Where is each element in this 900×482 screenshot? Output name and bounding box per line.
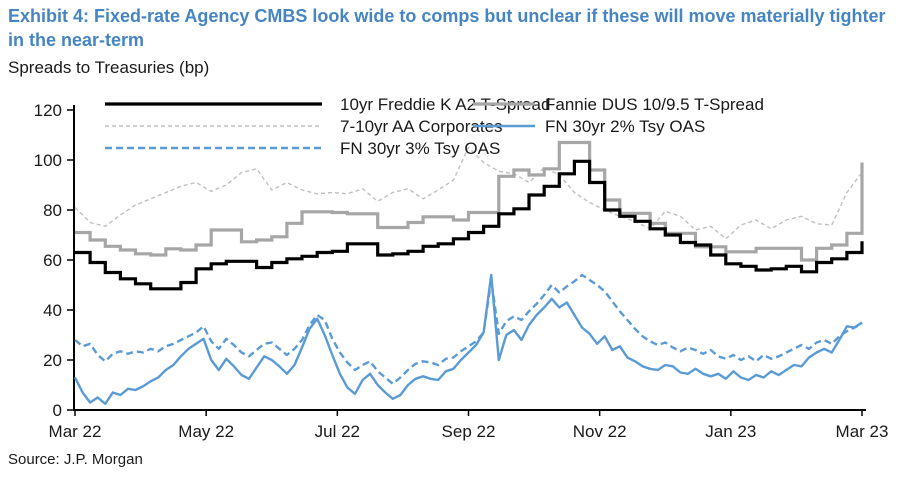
series-line-1 (75, 140, 864, 262)
y-tick-label: 60 (43, 251, 62, 270)
exhibit-title: Exhibit 4: Fixed-rate Agency CMBS look w… (8, 6, 886, 50)
y-tick-label: 120 (34, 101, 62, 120)
legend-label: FN 30yr 3% Tsy OAS (340, 139, 500, 158)
x-tick-label: Nov 22 (573, 422, 627, 441)
y-tick-label: 80 (43, 201, 62, 220)
x-tick-label: Mar 22 (49, 422, 102, 441)
series-line-4 (73, 273, 863, 405)
y-axis-caption: Spreads to Treasuries (bp) (8, 58, 210, 77)
legend-label: Fannie DUS 10/9.5 T-Spread (545, 95, 764, 114)
x-tick-label: Jan 23 (705, 422, 756, 441)
legend-label: 10yr Freddie K A2 T-Spread (340, 95, 550, 114)
x-tick-label: May 22 (178, 422, 234, 441)
legend-label: 7-10yr AA Corporates (340, 117, 503, 136)
y-tick-label: 100 (34, 151, 62, 170)
series-line-0 (75, 159, 864, 291)
x-tick-label: Sep 22 (442, 422, 496, 441)
legend-label: FN 30yr 2% Tsy OAS (545, 117, 705, 136)
x-tick-label: Mar 23 (836, 422, 889, 441)
series-line-3 (74, 273, 863, 385)
source-note: Source: J.P. Morgan (8, 451, 143, 468)
y-tick-label: 40 (43, 301, 62, 320)
y-tick-label: 20 (43, 351, 62, 370)
series-line-2 (74, 146, 863, 240)
y-tick-label: 0 (53, 401, 62, 420)
x-tick-label: Jul 22 (315, 422, 360, 441)
